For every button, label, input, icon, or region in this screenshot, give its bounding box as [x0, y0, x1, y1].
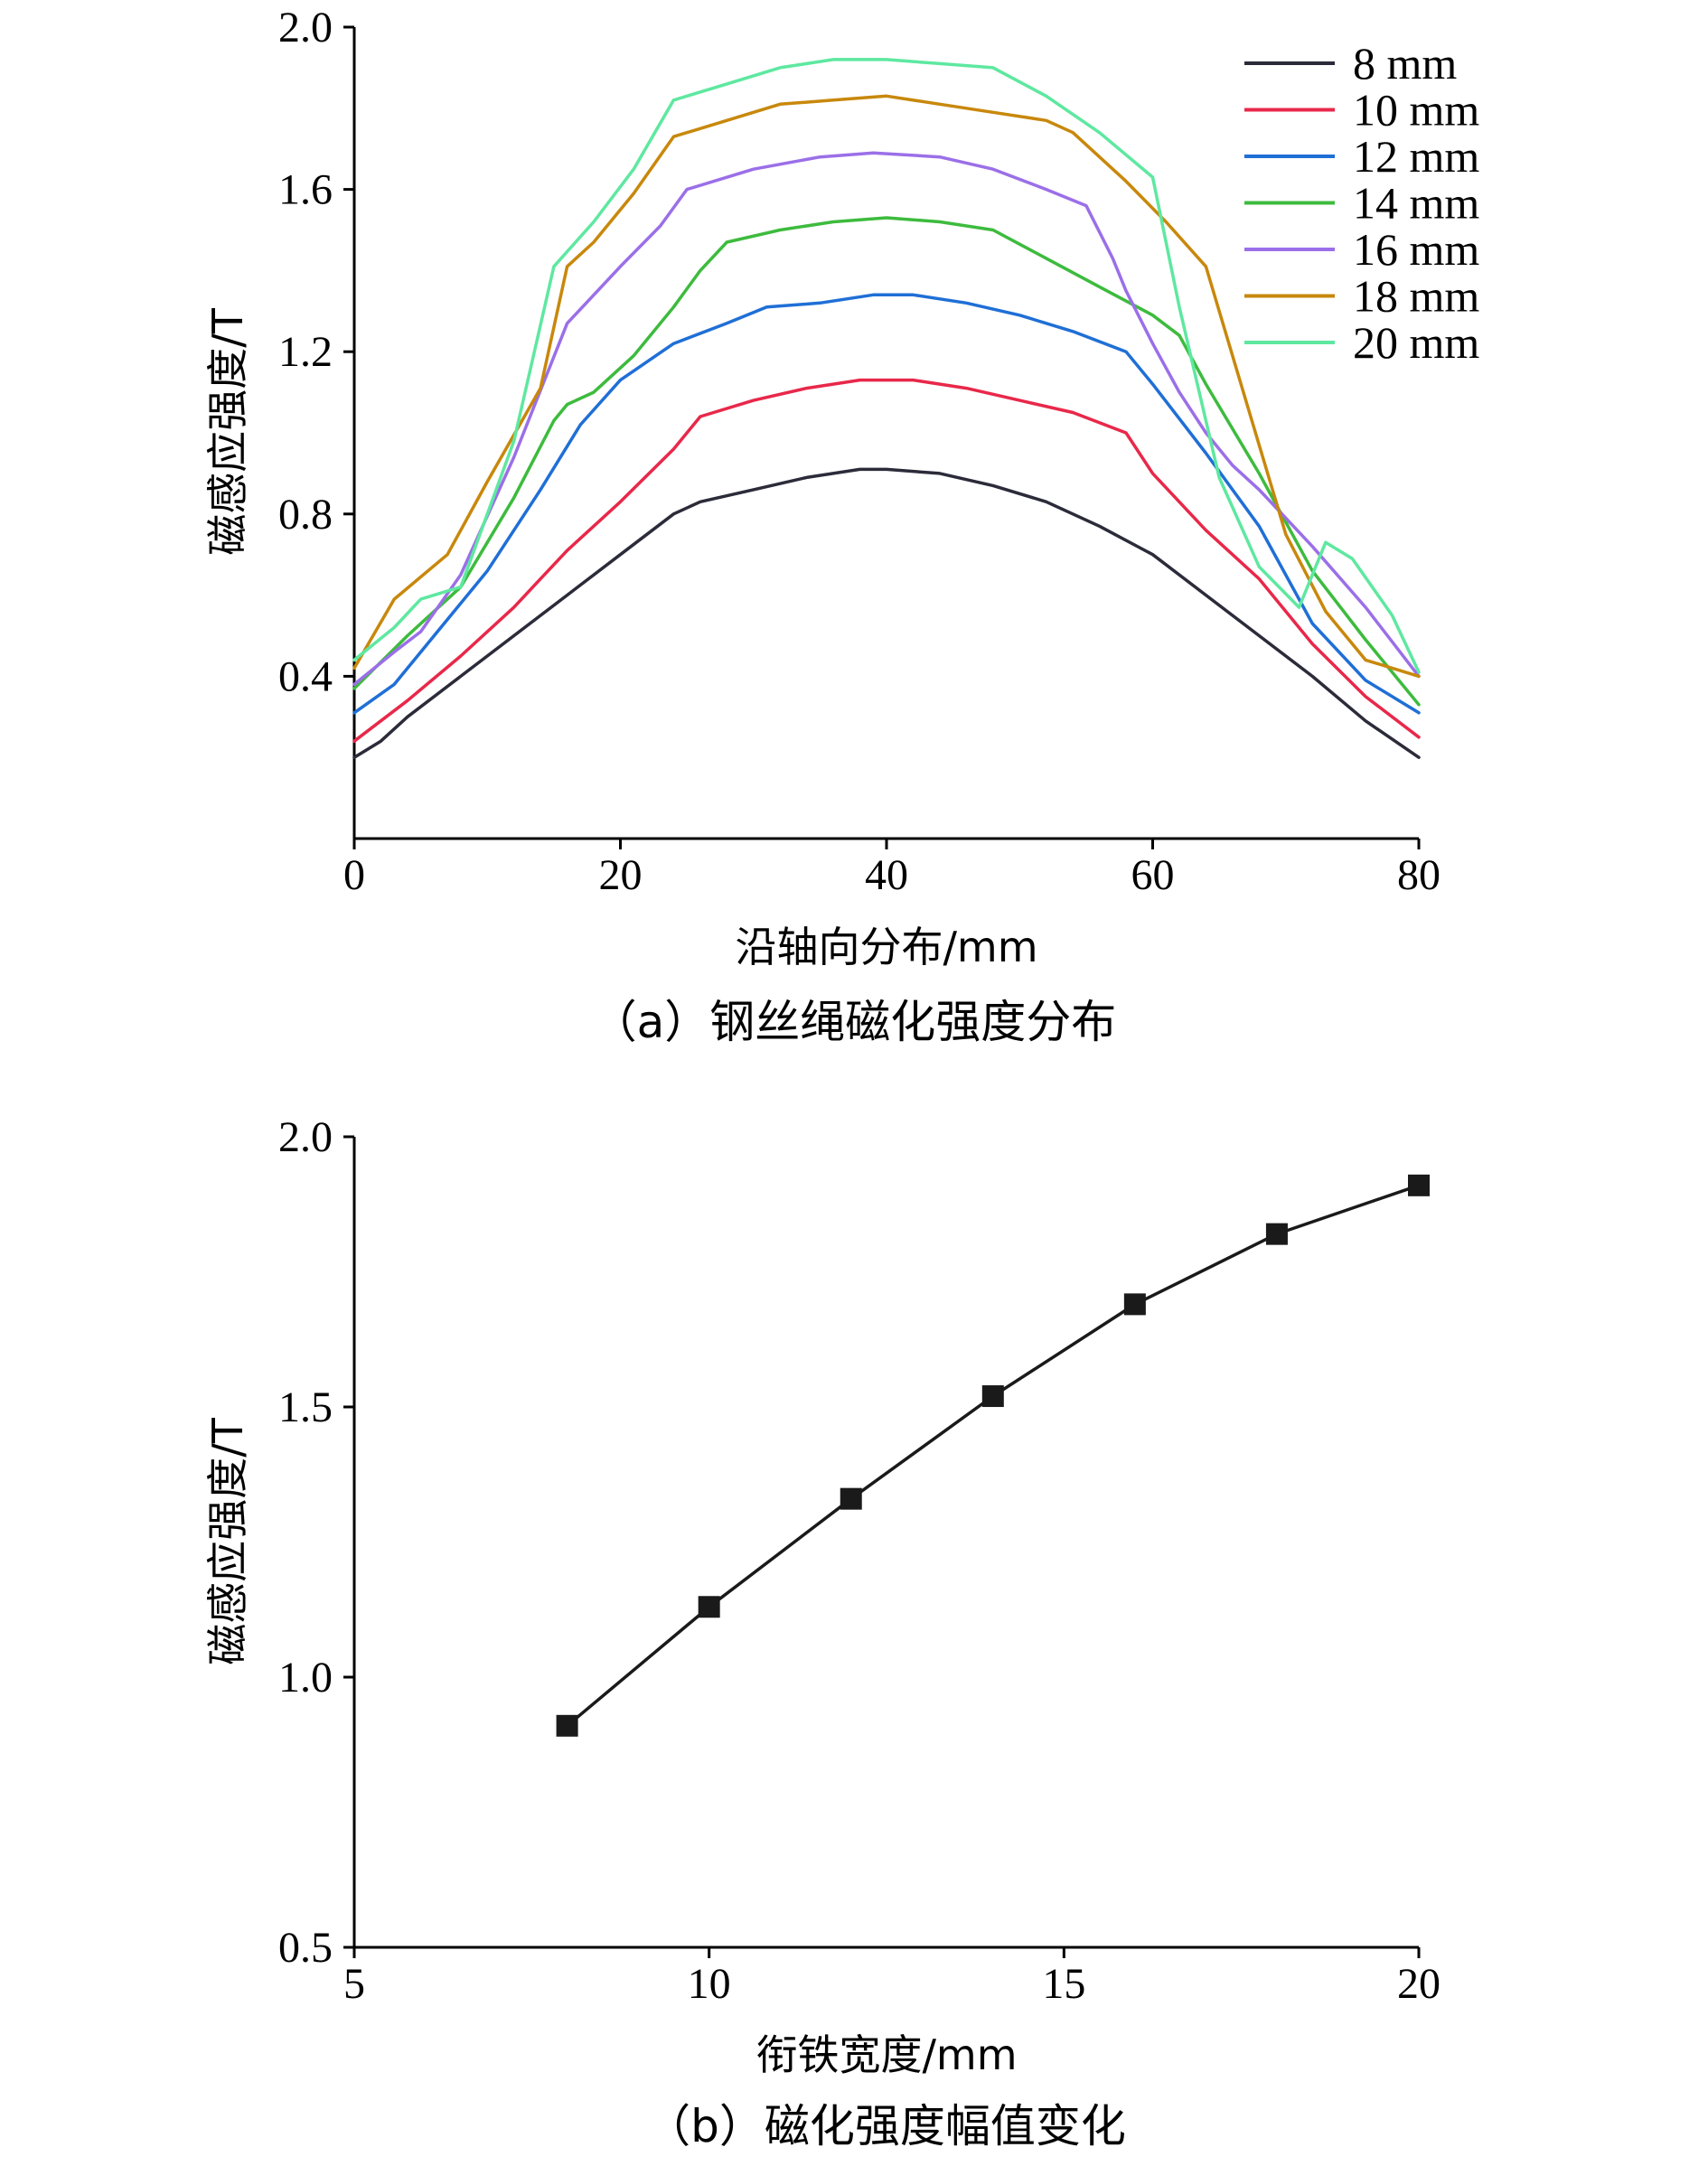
- series-line-8mm: [352, 467, 1421, 759]
- legend-label: 12 mm: [1353, 131, 1479, 182]
- x-tick-label: 5: [343, 1960, 365, 2008]
- chart-a-y-axis-title: 磁感应强度/T: [203, 307, 252, 555]
- legend-label: 18 mm: [1353, 271, 1479, 322]
- data-point-marker: [698, 1596, 720, 1618]
- series-line-16mm: [352, 151, 1421, 687]
- data-point-marker: [1408, 1174, 1430, 1196]
- data-point-marker: [556, 1714, 578, 1737]
- chart-b: 5 10 15 20 0.5 1.0 1.5 2.0 衔铁宽度/mm 磁感应强度/T （b）磁…: [203, 1113, 1441, 2152]
- series-line-10mm: [352, 378, 1421, 743]
- data-point-marker: [981, 1385, 1004, 1408]
- series-line-12mm: [352, 293, 1421, 715]
- data-point-marker: [840, 1487, 862, 1510]
- y-tick-label: 0.5: [278, 1924, 333, 1972]
- legend-label: 20 mm: [1353, 317, 1479, 368]
- legend-label: 8 mm: [1353, 38, 1457, 89]
- y-tick-label: 1.5: [278, 1383, 333, 1431]
- chart-a-x-axis-title: 沿轴向分布/mm: [735, 923, 1037, 971]
- x-tick-label: 80: [1397, 851, 1441, 899]
- chart-a-caption: （a）钢丝绳磁化强度分布: [592, 996, 1117, 1048]
- x-tick-label: 10: [688, 1960, 731, 2008]
- legend-label: 10 mm: [1353, 85, 1479, 136]
- x-tick-label: 15: [1042, 1960, 1085, 2008]
- x-tick-label: 60: [1131, 851, 1175, 899]
- series-line-14mm: [352, 216, 1421, 707]
- x-tick-label: 20: [599, 851, 643, 899]
- y-tick-label: 2.0: [278, 1113, 333, 1161]
- legend-label: 16 mm: [1353, 224, 1479, 275]
- y-tick-label: 0.4: [278, 652, 333, 700]
- y-tick-label: 1.2: [278, 328, 333, 376]
- y-tick-label: 0.8: [278, 491, 333, 539]
- series-line-20mm: [352, 58, 1421, 674]
- x-tick-label: 40: [865, 851, 908, 899]
- data-point-marker: [1265, 1223, 1288, 1245]
- chart-b-x-axis-title: 衔铁宽度/mm: [755, 2030, 1017, 2079]
- y-tick-label: 2.0: [278, 4, 333, 52]
- chart-b-caption: （b）磁化强度幅值变化: [645, 2100, 1126, 2152]
- series-line-18mm: [352, 94, 1421, 679]
- legend-label: 14 mm: [1353, 178, 1479, 229]
- y-tick-label: 1.0: [278, 1654, 333, 1702]
- amplitude-line: [565, 1184, 1421, 1728]
- x-tick-label: 20: [1397, 1960, 1441, 2008]
- chart-b-y-axis-title: 磁感应强度/T: [203, 1417, 252, 1664]
- x-tick-label: 0: [343, 851, 365, 899]
- y-tick-label: 1.6: [278, 166, 333, 214]
- data-point-marker: [1123, 1293, 1146, 1316]
